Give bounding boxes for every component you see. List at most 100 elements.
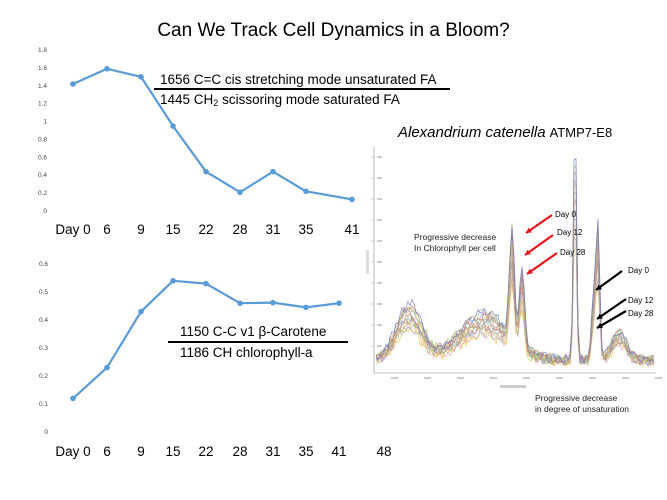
saturated-fa-suffix: scissoring mode saturated FA [218,92,400,107]
top-chart-ytick: 0.4 [38,172,47,179]
bottom-chart-xtick: Day 0 [55,444,90,459]
top-chart-ytick: 0.2 [38,190,47,197]
bottom-chart-point [138,308,144,315]
raman-y-ticklabel [377,177,382,179]
bottom-chart-point [70,395,76,402]
top-chart-ytick: 1.8 [38,47,47,54]
top-chart-ytick: 1.4 [38,83,47,90]
carotene-text: 1150 C-C v1 β-Carotene [180,324,327,339]
top-chart-point [303,188,309,195]
top-chart-point [203,168,209,175]
slide-title: Can We Track Cell Dynamics in a Bloom? [157,20,510,41]
red-arrow-day0 [525,214,553,234]
raman-x-ticklabel [490,377,497,379]
top-chart-ytick: 0.8 [38,136,47,143]
black-arrow-day28 [596,310,627,329]
bottom-chart-ytick: 0.2 [39,373,48,380]
chlorophyll-decrease-line1: Progressive decrease [414,232,497,242]
red-day28-label: Day 28 [560,248,586,257]
chlorophyll-text: 1186 CH chlorophyll-a [180,345,313,360]
top-chart-point [170,123,176,129]
red-arrow-day28 [526,252,558,275]
unsaturation-decrease-note: Progressive decrease in degree of unsatu… [535,393,629,415]
chlorophyll-decrease-note: Progressive decrease In Chlorophyll per … [414,232,496,254]
bottom-chart-ytick: 0.5 [39,289,48,296]
bottom-chart-point [104,364,110,371]
top-chart-point [104,65,110,72]
unsaturation-decrease-line1: Progressive decrease [535,393,618,403]
raman-title: Alexandrium catenella ATMP7-E8 [398,124,612,141]
bottom-chart-xtick: 9 [137,444,145,459]
bottom-chart-xtick: 31 [265,444,280,459]
red-arrow-day28-head [527,268,533,274]
saturated-fa-note: 1445 CH2 scissoring mode saturated FA [160,92,400,111]
raman-y-ticklabel [377,219,382,221]
red-arrow-day0-head [526,227,532,233]
top-chart-xtick: 22 [198,222,213,237]
bottom-chart-point [203,280,209,287]
top-chart-xtick: 41 [344,222,359,237]
carotene-note: 1150 C-C v1 β-Carotene [180,324,326,340]
unsaturated-fa-note: 1656 C=C cis stretching mode unsaturated… [160,72,437,88]
raman-spectrum-trace [375,179,655,365]
raman-x-ticklabel [523,377,530,379]
red-day12-label: Day 12 [557,228,583,237]
red-arrow-day12 [524,234,554,256]
raman-spectra-image [366,147,662,388]
top-chart-ytick: 0.6 [38,154,47,161]
raman-x-ticklabel [622,377,629,379]
raman-x-ticklabel [391,377,398,379]
bottom-chart-point [170,278,176,284]
top-chart-xtick: 31 [265,222,280,237]
unsaturation-decrease-line2: in degree of unsaturation [535,404,630,414]
strain-code: ATMP7-E8 [549,125,613,140]
top-chart-xtick: 9 [137,222,145,237]
chlorophyll-decrease-line2: In Chlorophyll per cell [414,243,496,253]
top-chart-xtick: 28 [232,222,247,237]
raman-y-ticklabel [377,303,382,305]
ratio-divider [154,88,450,90]
raman-x-ticklabel [655,377,662,379]
black-arrow-day28-head [597,322,603,328]
raman-x-ticklabel [457,377,464,379]
raman-x-ticklabel [424,377,431,379]
black-arrow-day0 [595,270,623,291]
chlorophyll-note: 1186 CH chlorophyll-a [180,345,313,361]
top-chart-point [138,74,144,80]
top-chart-ytick: 1.6 [38,65,47,72]
bottom-chart-ytick: 0.4 [39,317,48,324]
top-chart-xtick: 15 [165,222,180,237]
bottom-chart-xtick: 41 [331,444,346,459]
red-arrow-day12-head [525,249,531,255]
bottom-chart-ytick: 0.1 [39,401,48,408]
bottom-chart-ytick: 0.3 [39,345,48,352]
bottom-chart-point [303,304,309,311]
bottom-chart-ytick: 0 [44,429,48,436]
raman-y-ticklabel [377,261,382,263]
bottom-chart-ytick: 0.6 [39,261,48,268]
bottom-chart-xtick: 48 [376,444,391,459]
top-chart-xtick: Day 0 [55,222,90,237]
raman-y-ticklabel [377,324,382,326]
raman-y-ticklabel [377,240,382,242]
carotene-divider [168,341,348,343]
bottom-chart-xtick: 28 [232,444,247,459]
raman-spectrum-trace [375,157,655,365]
carotene-chlorophyll-chart: 0 0.1 0.2 0.3 0.4 0.5 0.6 Day 0 6 9 15 22 28 31 35 41 48 [39,261,392,459]
raman-y-ticklabel [377,156,382,158]
fa-ratio-chart: 0 0.2 0.4 0.6 0.8 1 1.2 1.4 1.6 1.8 Day 0 6 9 15 22 28 3… [38,47,360,237]
raman-spectrum-trace [375,171,655,363]
raman-x-ticklabel [556,377,563,379]
black-arrow-day12 [596,298,627,320]
top-chart-ytick: 1 [43,119,47,126]
bottom-chart-point [336,300,342,306]
bottom-chart-point [270,299,276,306]
unsaturated-fa-text: 1656 C=C cis stretching mode unsaturated… [160,72,437,87]
top-chart-xtick: 6 [103,222,111,237]
black-arrow-day0-head [596,284,602,290]
bottom-chart-xtick: 35 [298,444,313,459]
top-chart-xtick: 35 [298,222,313,237]
black-day12-label: Day 12 [628,296,654,305]
raman-y-ticklabel [377,198,382,200]
bottom-chart-point [237,300,243,306]
